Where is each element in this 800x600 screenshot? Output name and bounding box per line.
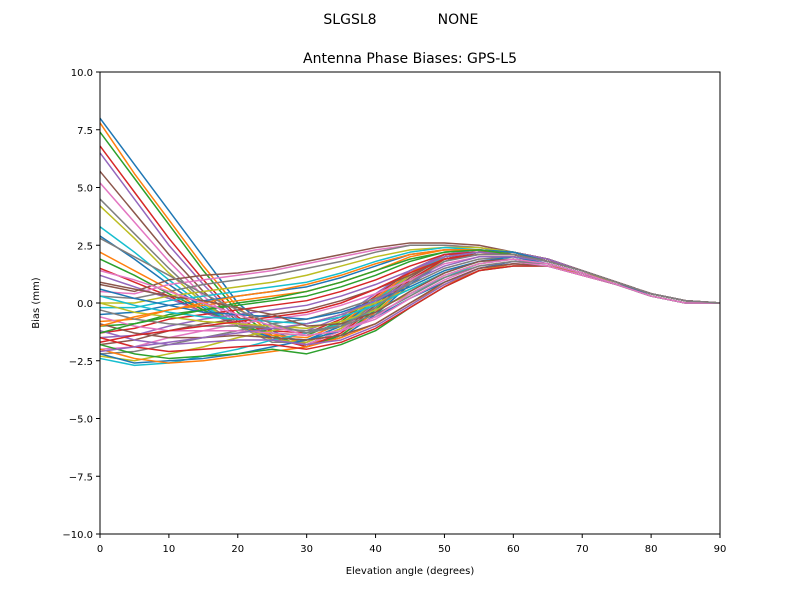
x-tick-label: 40: [369, 544, 382, 555]
series-line-4: [99, 145, 721, 348]
chart-title: Antenna Phase Biases: GPS-L5: [303, 51, 517, 67]
y-tick-label: −5.0: [69, 415, 93, 426]
y-tick-label: −10.0: [62, 530, 93, 541]
x-tick-label: 50: [438, 544, 451, 555]
x-tick-label: 10: [163, 544, 176, 555]
y-axis-ticks: −10.0 −7.5 −5.0 −2.5 0.0 2.5 5.0 7.5 10.0: [62, 68, 100, 541]
x-axis-ticks: 0 10 20 30 40 50 60 70 80 90: [97, 534, 727, 555]
radome-name: NONE: [438, 12, 479, 28]
y-axis-label: Bias (mm): [31, 277, 42, 329]
series-line-3: [99, 131, 721, 348]
station-name: SLGSL8: [323, 12, 376, 28]
x-tick-label: 30: [300, 544, 313, 555]
y-tick-label: 7.5: [77, 126, 93, 137]
series-line-48: [99, 237, 721, 334]
figure-header: SLGSL8 NONE: [323, 12, 478, 28]
plot-lines: [99, 117, 721, 367]
y-tick-label: −2.5: [69, 357, 93, 368]
x-axis-label: Elevation angle (degrees): [346, 566, 475, 577]
y-tick-label: 2.5: [77, 241, 93, 252]
y-tick-label: −7.5: [69, 472, 93, 483]
y-tick-label: 10.0: [71, 68, 93, 79]
series-line-47: [99, 258, 720, 337]
series-line-32: [99, 262, 720, 364]
x-tick-label: 80: [645, 544, 658, 555]
x-tick-label: 70: [576, 544, 589, 555]
x-tick-label: 20: [231, 544, 244, 555]
x-tick-label: 0: [97, 544, 103, 555]
x-tick-label: 60: [507, 544, 520, 555]
x-tick-label: 90: [714, 544, 727, 555]
y-tick-label: 5.0: [77, 184, 93, 195]
y-tick-label: 0.0: [77, 299, 93, 310]
